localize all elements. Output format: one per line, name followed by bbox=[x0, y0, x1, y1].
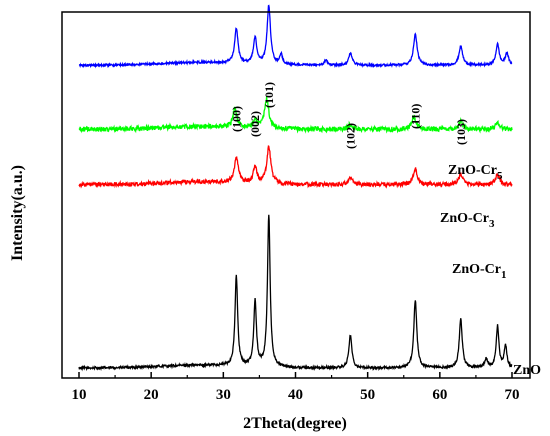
y-axis-label: Intensity(a.u.) bbox=[9, 165, 26, 261]
x-tick-label: 70 bbox=[505, 387, 520, 403]
peak-label: (101) bbox=[262, 82, 276, 108]
x-tick-label: 50 bbox=[360, 387, 375, 403]
series-line-zno bbox=[78, 214, 513, 372]
series-line-zno-cr-cr1 bbox=[78, 145, 513, 189]
axes-layer: 10 20 30 40 50 60 70 bbox=[61, 11, 531, 403]
series-label: ZnO-Cr3 bbox=[440, 211, 495, 230]
series-line-zno-cr-cr5 bbox=[78, 4, 513, 69]
peak-label: (002) bbox=[248, 111, 262, 137]
series-layer bbox=[78, 4, 513, 372]
peak-label: (110) bbox=[408, 104, 422, 129]
series-label: ZnO bbox=[513, 363, 541, 378]
series-label: ZnO-Cr5 bbox=[448, 163, 503, 182]
x-tick-label: 40 bbox=[288, 387, 303, 403]
peak-label: (100) bbox=[229, 106, 243, 132]
x-tick-label: 10 bbox=[72, 387, 87, 403]
series-label: ZnO-Cr1 bbox=[452, 262, 507, 281]
x-tick-label: 20 bbox=[144, 387, 159, 403]
x-axis-label: 2Theta(degree) bbox=[243, 415, 347, 432]
series-line-zno-cr-cr3 bbox=[78, 96, 513, 134]
x-tick-label: 30 bbox=[216, 387, 231, 403]
peak-label: (103) bbox=[454, 119, 468, 145]
labels-layer: ZnO ZnO-Cr1 ZnO-Cr3 ZnO-Cr5 (100) (002)(101) (… bbox=[229, 82, 541, 378]
peak-label: (102) bbox=[343, 123, 357, 149]
x-tick-label: 60 bbox=[432, 387, 447, 403]
